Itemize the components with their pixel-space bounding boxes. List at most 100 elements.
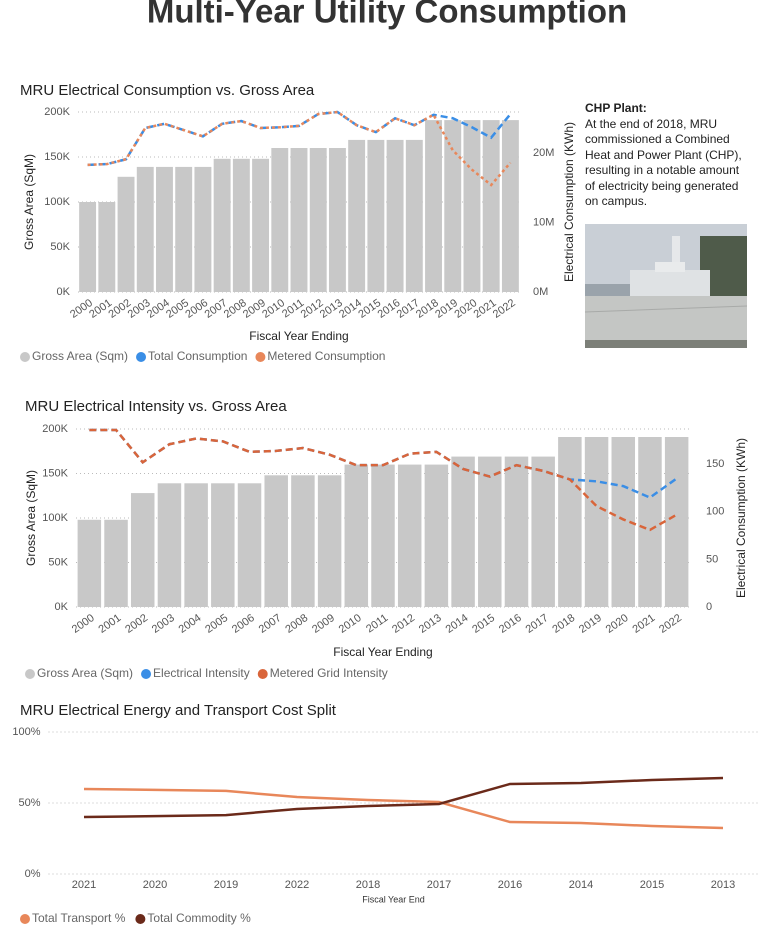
bar <box>444 120 462 292</box>
x-tick-label: 2018 <box>356 879 380 891</box>
y2-tick-label: 150 <box>706 458 724 470</box>
chart: MRU Electrical Intensity vs. Gross Area 0… <box>24 398 748 680</box>
series-line <box>87 110 512 187</box>
series-line <box>83 776 724 819</box>
bar <box>386 139 404 292</box>
x-tick-label: 2021 <box>72 879 96 891</box>
bar <box>611 437 636 607</box>
bar <box>157 483 182 607</box>
bar <box>194 166 212 292</box>
bar <box>425 120 442 292</box>
x-tick-label: 2018 <box>550 612 577 636</box>
y-tick-label: 50K <box>50 241 70 253</box>
legend-label: Total Commodity % <box>147 911 251 925</box>
x-tick-label: 2003 <box>150 612 177 636</box>
series-line <box>87 110 512 167</box>
x-tick-label: 2016 <box>497 612 524 636</box>
bar <box>405 139 423 292</box>
x-tick-label: 2021 <box>630 612 657 636</box>
note-text: At the end of 2018, MRU commissioned a C… <box>585 116 742 209</box>
bar <box>104 519 128 607</box>
y2-tick-label: 0 <box>706 601 712 613</box>
legend-swatch <box>141 669 152 679</box>
y-tick-label: 150K <box>44 151 70 163</box>
legend-label: Metered Consumption <box>267 349 385 363</box>
x-tick-label: 2015 <box>640 879 664 891</box>
chart: MRU Electrical Consumption vs. Gross Are… <box>20 82 576 363</box>
x-tick-label: 2007 <box>257 612 284 636</box>
x-tick-label: 2019 <box>214 879 238 891</box>
y-tick-label: 200K <box>44 106 70 118</box>
bar <box>130 493 155 607</box>
bar <box>252 158 270 292</box>
bar <box>211 483 235 607</box>
bar <box>136 166 154 292</box>
y2-tick-label: 100 <box>706 506 724 518</box>
legend-label: Metered Grid Intensity <box>270 666 388 680</box>
y-tick-label: 50% <box>18 797 40 809</box>
x-tick-label: 2002 <box>123 612 150 636</box>
legend-swatch <box>135 914 146 924</box>
bar <box>175 166 193 292</box>
bar <box>290 148 308 292</box>
bar <box>317 475 342 607</box>
chart-title: MRU Electrical Energy and Transport Cost… <box>20 702 337 719</box>
bar <box>397 464 422 607</box>
x-tick-label: 2009 <box>310 612 337 636</box>
bar <box>344 464 369 607</box>
chp-photo <box>584 224 748 348</box>
x-tick-label: 2013 <box>711 879 735 891</box>
y-tick-label: 100K <box>42 512 68 524</box>
x-axis-label: Fiscal Year Ending <box>333 645 432 659</box>
bar <box>558 437 582 607</box>
bar <box>424 464 449 607</box>
x-tick-label: 2000 <box>70 612 97 636</box>
x-tick-label: 2017 <box>427 879 451 891</box>
y-axis-label: Gross Area (SqM) <box>22 154 36 250</box>
bar <box>482 120 500 292</box>
bar <box>584 437 609 607</box>
bar <box>309 148 327 292</box>
bar <box>98 202 116 292</box>
y-tick-label: 50K <box>48 556 68 568</box>
x-tick-label: 2016 <box>498 879 522 891</box>
legend-label: Gross Area (Sqm) <box>37 666 133 680</box>
y2-tick-label: 0M <box>533 286 548 298</box>
legend-label: Electrical Intensity <box>153 666 250 680</box>
series-line <box>89 428 678 532</box>
x-tick-label: 2014 <box>569 879 593 891</box>
x-tick-label: 2005 <box>203 612 230 636</box>
bar <box>638 437 662 607</box>
bar <box>264 475 288 607</box>
y-tick-label: 0% <box>25 868 41 880</box>
legend-label: Total Consumption <box>148 349 247 363</box>
chart-title: MRU Electrical Consumption vs. Gross Are… <box>20 82 315 99</box>
legend-swatch <box>25 669 35 679</box>
bar <box>501 120 519 292</box>
legend-swatch <box>20 914 30 924</box>
x-tick-label: 2019 <box>577 612 604 636</box>
y-axis-label: Gross Area (SqM) <box>24 470 38 566</box>
bar <box>531 456 555 607</box>
chp-note: CHP Plant: At the end of 2018, MRU commi… <box>585 101 750 210</box>
bar <box>291 475 315 607</box>
bar <box>213 158 231 292</box>
x-tick-label: 2022 <box>491 297 518 321</box>
bar <box>504 456 529 607</box>
bar <box>79 202 97 292</box>
x-tick-label: 2015 <box>470 612 497 636</box>
x-tick-label: 2006 <box>230 612 257 636</box>
bar <box>463 120 481 292</box>
legend-label: Gross Area (Sqm) <box>32 349 128 363</box>
x-tick-label: 2011 <box>364 612 390 635</box>
x-tick-label: 2020 <box>604 612 631 636</box>
x-tick-label: 2004 <box>177 612 204 636</box>
x-tick-label: 2014 <box>444 612 471 636</box>
bar <box>232 158 250 292</box>
y2-axis-label: Electrical Consumption (KWh) <box>734 438 748 598</box>
x-tick-label: 2017 <box>524 612 551 636</box>
y-tick-label: 100K <box>44 196 70 208</box>
y2-tick-label: 10M <box>533 216 554 228</box>
bar <box>271 148 289 292</box>
bar <box>77 519 102 607</box>
